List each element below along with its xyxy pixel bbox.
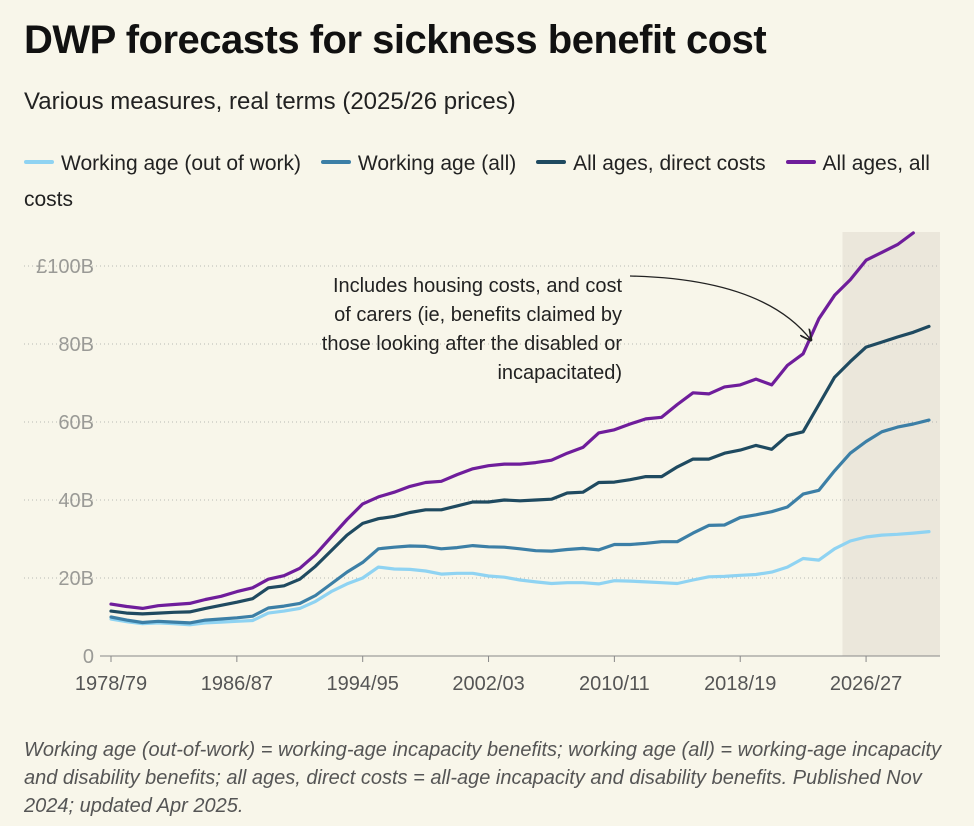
legend-swatch bbox=[536, 160, 567, 165]
y-tick-label: 0 bbox=[83, 646, 94, 668]
chart-title: DWP forecasts for sickness benefit cost bbox=[24, 18, 767, 62]
legend-swatch bbox=[24, 160, 54, 165]
annotation-line: Includes housing costs, and cost bbox=[333, 275, 623, 297]
annotation-text: Includes housing costs, and cost of carer… bbox=[322, 275, 623, 384]
footnote: Working age (out-of-work) = working-age … bbox=[24, 739, 942, 817]
legend-item-all-ages-direct-costs: All ages, direct costs bbox=[536, 152, 766, 175]
series-line-working-age-all bbox=[109, 418, 931, 625]
legend-item-all-ages-all-costs: All ages, all costs bbox=[24, 152, 930, 211]
legend-swatch bbox=[320, 160, 351, 165]
x-tick-label: 1994/95 bbox=[327, 673, 399, 695]
series-line-all-ages-all-costs bbox=[109, 231, 915, 611]
y-tick-label: £100B bbox=[36, 256, 94, 278]
legend-swatch bbox=[785, 160, 816, 165]
chart-subtitle: Various measures, real terms (2025/26 pr… bbox=[24, 88, 516, 115]
legend-item-working-age-out-of-work: Working age (out of work) bbox=[24, 152, 301, 175]
legend-label: Working age (out of work) bbox=[61, 152, 302, 175]
legend-label: All ages, direct costs bbox=[573, 152, 766, 175]
legend-label: Working age (all) bbox=[357, 152, 517, 175]
legend-label: All ages, all costs bbox=[24, 152, 930, 211]
y-tick-label: 40B bbox=[58, 490, 94, 512]
x-tick-label: 1986/87 bbox=[201, 673, 273, 695]
annotation-line: incapacitated) bbox=[497, 362, 622, 384]
x-tick-label: 2026/27 bbox=[830, 673, 902, 695]
y-tick-label: 20B bbox=[58, 568, 94, 590]
series-line-all-ages-direct-costs bbox=[109, 324, 931, 616]
y-tick-label: 80B bbox=[58, 334, 94, 356]
x-tick-label: 2002/03 bbox=[452, 673, 524, 695]
x-tick-label: 2010/11 bbox=[579, 673, 650, 695]
annotation-line: those looking after the disabled or bbox=[322, 333, 623, 355]
annotation-arrow bbox=[629, 275, 811, 340]
legend: Working age (out of work) Working age (a… bbox=[24, 146, 954, 218]
annotation-line: of carers (ie, benefits claimed by bbox=[334, 304, 622, 326]
y-tick-label: 60B bbox=[58, 412, 94, 434]
series-line-working-age-out-of-work bbox=[109, 529, 931, 627]
x-tick-label: 2018/19 bbox=[704, 673, 776, 695]
x-tick-label: 1978/79 bbox=[75, 673, 147, 695]
forecast-period-shading bbox=[842, 232, 940, 656]
legend-item-working-age-all: Working age (all) bbox=[320, 152, 517, 175]
